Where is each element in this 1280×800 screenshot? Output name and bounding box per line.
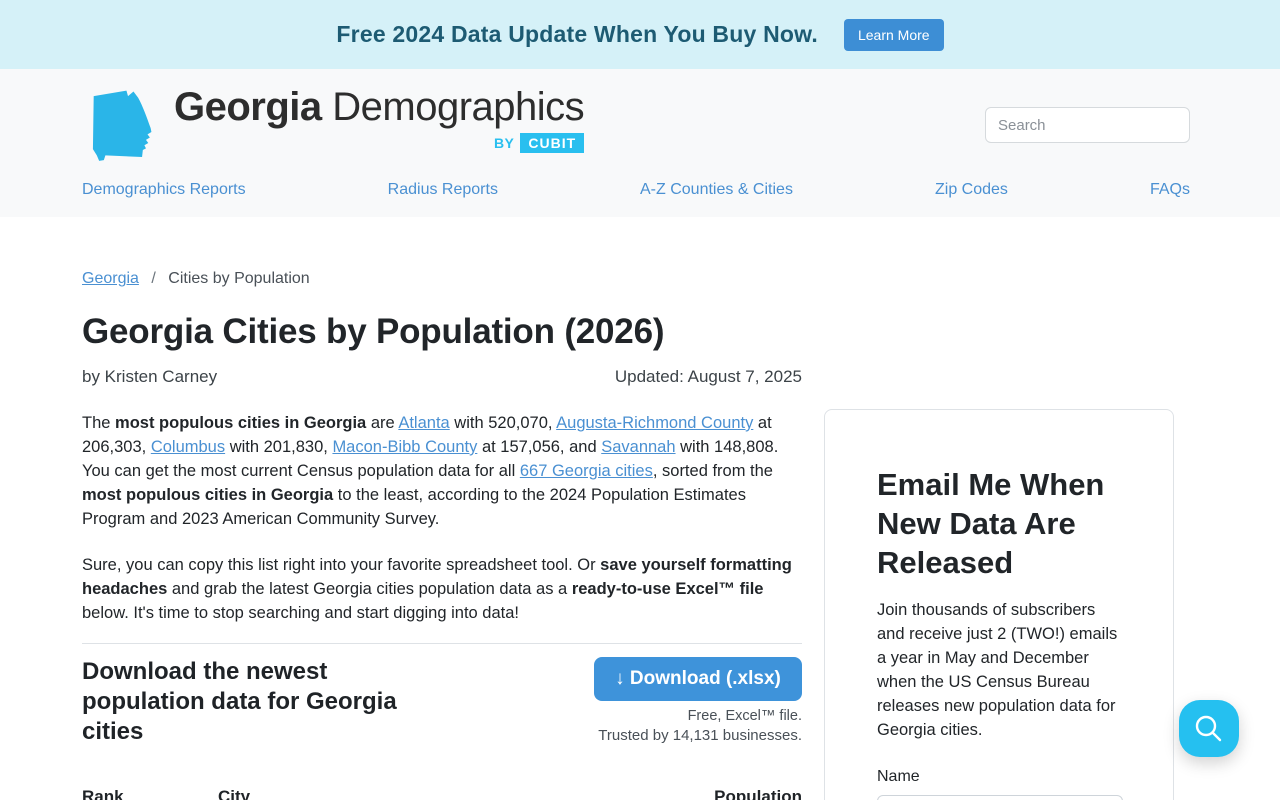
download-heading: Download the newest population data for …: [82, 658, 397, 745]
by-label: BY: [493, 135, 515, 151]
georgia-state-icon: [92, 90, 152, 161]
bold-text: most populous cities in Georgia: [82, 486, 334, 504]
page-title: Georgia Cities by Population (2026): [82, 312, 665, 351]
column-header-population: Population: [714, 787, 802, 800]
download-arrow-icon: ↓: [615, 668, 625, 689]
email-signup-heading: Email Me When New Data Are Released: [877, 467, 1105, 580]
bold-text: save yourself formatting headaches: [82, 556, 792, 598]
column-header-city: City: [218, 787, 251, 800]
main-nav: Demographics Reports Radius Reports A-Z …: [82, 181, 1190, 199]
intro-paragraph-1: The most populous cities in Georgia are …: [82, 414, 779, 528]
name-field[interactable]: [877, 795, 1123, 800]
inline-link[interactable]: Augusta-Richmond County: [556, 414, 754, 432]
nav-radius-reports[interactable]: Radius Reports: [387, 181, 498, 198]
author-byline: by Kristen Carney: [82, 367, 218, 386]
breadcrumb-georgia-link[interactable]: Georgia: [82, 270, 139, 287]
updated-date: Updated: August 7, 2025: [614, 367, 802, 386]
promo-banner-text: Free 2024 Data Update When You Buy Now.: [336, 21, 818, 47]
inline-link[interactable]: Macon-Bibb County: [332, 438, 478, 456]
email-signup-card: Email Me When New Data Are Released Join…: [824, 409, 1174, 800]
breadcrumb: Georgia / Cities by Population: [82, 270, 802, 288]
inline-link[interactable]: Columbus: [150, 438, 226, 456]
cubit-badge: CUBIT: [520, 133, 585, 153]
download-note-file: Free, Excel™ file.: [687, 708, 802, 724]
download-section: Download the newest population data for …: [82, 657, 802, 747]
brand-title: Georgia Demographics: [174, 85, 585, 129]
population-table-header: Rank City Population: [82, 787, 802, 800]
inline-link[interactable]: Savannah: [601, 438, 676, 456]
magnifier-icon: [1195, 715, 1222, 741]
intro-paragraph-2: Sure, you can copy this list right into …: [82, 556, 792, 622]
inline-link[interactable]: Atlanta: [398, 414, 450, 432]
bold-text: most populous cities in Georgia: [115, 414, 367, 432]
section-divider: [82, 643, 802, 644]
learn-more-button[interactable]: Learn More: [843, 18, 944, 51]
download-note-trusted: Trusted by 14,131 businesses.: [598, 727, 802, 744]
column-header-rank: Rank: [82, 787, 124, 800]
download-xlsx-button[interactable]: ↓ Download (.xlsx): [594, 657, 802, 701]
name-field-label: Name: [877, 768, 920, 785]
nav-demographics-reports[interactable]: Demographics Reports: [82, 181, 246, 198]
breadcrumb-current: Cities by Population: [168, 270, 310, 287]
breadcrumb-separator: /: [151, 270, 156, 287]
floating-search-widget[interactable]: [1179, 700, 1239, 757]
search-input[interactable]: [985, 107, 1190, 143]
nav-zip-codes[interactable]: Zip Codes: [934, 181, 1008, 198]
inline-link[interactable]: 667 Georgia cities: [519, 462, 653, 480]
site-logo[interactable]: Georgia Demographics BY CUBIT: [82, 85, 585, 165]
email-signup-description: Join thousands of subscribers and receiv…: [877, 601, 1118, 739]
bold-text: ready-to-use Excel™ file: [571, 580, 764, 598]
promo-banner: Free 2024 Data Update When You Buy Now. …: [0, 0, 1280, 69]
nav-az-counties-cities[interactable]: A-Z Counties & Cities: [640, 181, 793, 198]
site-header: Georgia Demographics BY CUBIT Demographi…: [0, 69, 1280, 217]
nav-faqs[interactable]: FAQs: [1149, 181, 1190, 198]
